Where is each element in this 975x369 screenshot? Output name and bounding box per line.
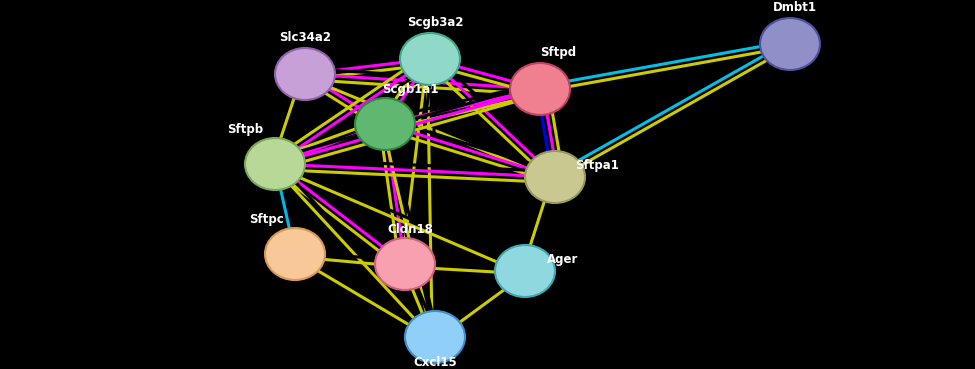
Text: Dmbt1: Dmbt1 — [773, 1, 817, 14]
Text: Ager: Ager — [547, 253, 579, 266]
Ellipse shape — [760, 18, 820, 70]
Ellipse shape — [525, 151, 585, 203]
Text: Scgb3a2: Scgb3a2 — [407, 16, 463, 29]
Ellipse shape — [275, 48, 335, 100]
Text: Scgb1a1: Scgb1a1 — [382, 83, 438, 96]
Ellipse shape — [405, 311, 465, 363]
Text: Sftpd: Sftpd — [540, 46, 576, 59]
Ellipse shape — [510, 63, 570, 115]
Text: Cxcl15: Cxcl15 — [413, 356, 457, 369]
Text: Sftpb: Sftpb — [227, 123, 263, 136]
Ellipse shape — [245, 138, 305, 190]
Ellipse shape — [375, 238, 435, 290]
Text: Slc34a2: Slc34a2 — [279, 31, 331, 44]
Ellipse shape — [265, 228, 325, 280]
Text: Cldn18: Cldn18 — [387, 223, 433, 236]
Ellipse shape — [400, 33, 460, 85]
Text: Sftpa1: Sftpa1 — [575, 159, 619, 172]
Ellipse shape — [495, 245, 555, 297]
Ellipse shape — [355, 98, 415, 150]
Text: Sftpc: Sftpc — [250, 213, 285, 226]
